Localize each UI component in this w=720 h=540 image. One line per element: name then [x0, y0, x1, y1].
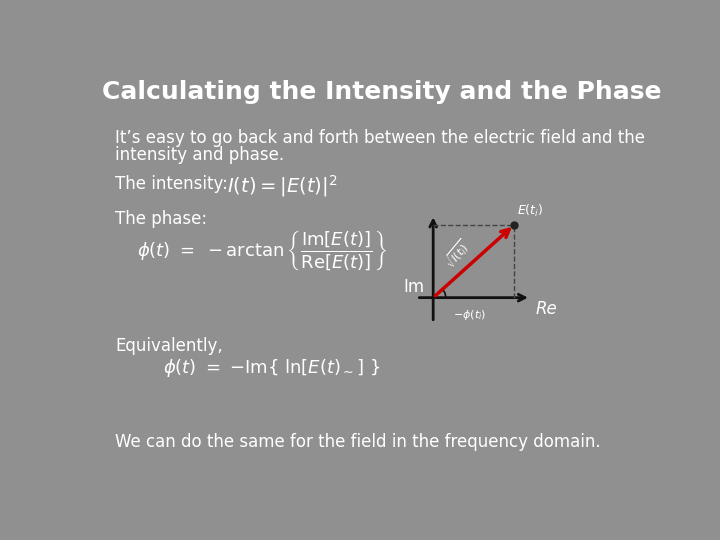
Text: Equivalently,: Equivalently, [115, 337, 223, 355]
Text: intensity and phase.: intensity and phase. [115, 146, 284, 164]
Text: $E(t_i)$: $E(t_i)$ [517, 202, 543, 219]
Text: $\sqrt{I(t_i)}$: $\sqrt{I(t_i)}$ [441, 237, 475, 272]
Text: $\phi(t) \ = \ -\arctan\left\{\dfrac{\mathrm{Im}[E(t)]}{\mathrm{Re}[E(t)]}\right: $\phi(t) \ = \ -\arctan\left\{\dfrac{\ma… [138, 228, 387, 272]
Text: The intensity:: The intensity: [115, 175, 228, 193]
Text: Calculating the Intensity and the Phase: Calculating the Intensity and the Phase [102, 80, 662, 104]
Text: Im: Im [404, 278, 425, 296]
Text: The phase:: The phase: [115, 210, 207, 228]
Text: $-\phi(t_i)$: $-\phi(t_i)$ [453, 308, 486, 322]
Text: $I(t) = |E(t)|^2$: $I(t) = |E(t)|^2$ [227, 173, 337, 199]
Text: It’s easy to go back and forth between the electric field and the: It’s easy to go back and forth between t… [115, 129, 645, 147]
Text: We can do the same for the field in the frequency domain.: We can do the same for the field in the … [115, 433, 600, 451]
Text: $\phi(t) \ = \ \mathrm{-Im}\{\ \ln[E(t)_{\sim}]\ \}$: $\phi(t) \ = \ \mathrm{-Im}\{\ \ln[E(t)_… [163, 357, 380, 379]
Text: Re: Re [535, 300, 557, 318]
